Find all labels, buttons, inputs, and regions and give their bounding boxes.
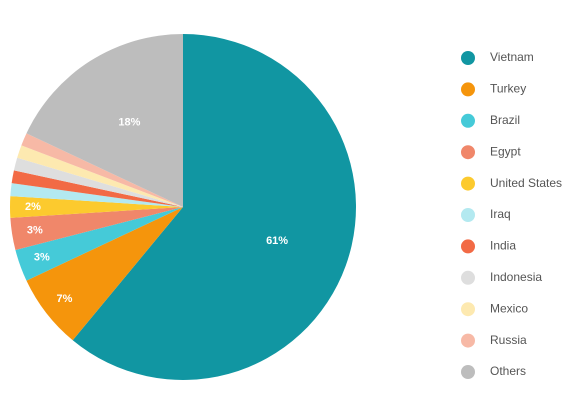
pie-slice (10, 196, 184, 218)
slice-label: 2% (25, 201, 41, 213)
legend-swatch (461, 145, 475, 160)
legend-swatch (461, 113, 475, 128)
legend-label: Turkey (490, 82, 526, 96)
legend-label: Egypt (490, 144, 521, 158)
legend-label: India (490, 239, 516, 253)
slice-label: 61% (266, 235, 288, 247)
slice-label: 18% (118, 116, 140, 128)
pie-slice (26, 207, 183, 341)
legend-label: Brazil (490, 113, 520, 127)
legend-swatch (461, 208, 475, 222)
pie-slice (72, 34, 356, 380)
legend-label: Vietnam (490, 50, 534, 64)
legend-label: Mexico (490, 301, 528, 315)
legend-swatch (461, 365, 475, 379)
slice-label: 3% (27, 224, 43, 236)
legend-swatch (461, 302, 475, 317)
pie-slice (11, 170, 183, 207)
pie-slice (13, 157, 183, 207)
legend-swatch (461, 51, 475, 65)
legend-label: Indonesia (490, 270, 542, 284)
legend-label: Iraq (490, 207, 511, 221)
legend-label: Others (490, 364, 526, 378)
legend-label: Russia (490, 333, 527, 347)
pie-slice (10, 183, 184, 207)
legend-swatch (461, 176, 475, 191)
legend-swatch (461, 333, 475, 348)
pie-slice (21, 133, 183, 207)
legend-swatch (461, 82, 475, 97)
slice-label: 3% (34, 252, 50, 264)
pie-slice (17, 145, 183, 207)
pie-slice (15, 207, 183, 281)
legend-label: United States (490, 176, 562, 190)
slice-label: 7% (57, 293, 73, 305)
legend-swatch (461, 239, 475, 254)
pie-slice (10, 207, 184, 251)
pie-slice (26, 34, 183, 207)
legend-swatch (461, 270, 475, 285)
